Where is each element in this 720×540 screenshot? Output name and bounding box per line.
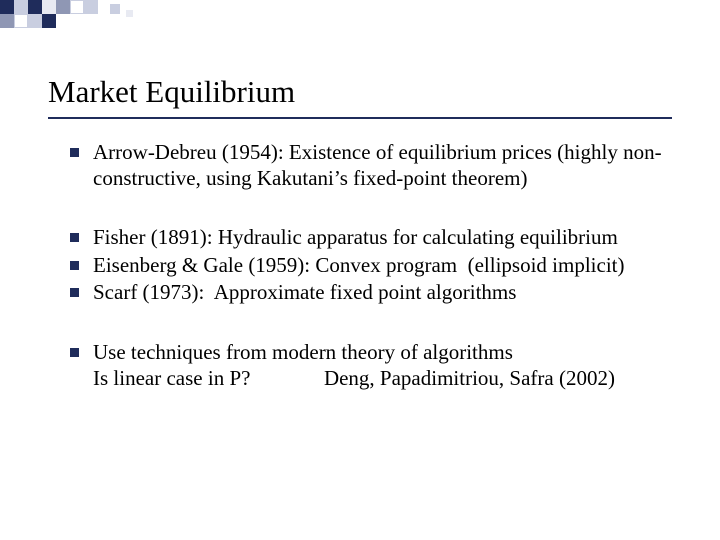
- square-bullet-icon: [70, 148, 79, 157]
- square-bullet-icon: [70, 288, 79, 297]
- deco-square: [28, 14, 42, 28]
- bullet-group: Use techniques from modern theory of alg…: [70, 340, 680, 391]
- square-bullet-icon: [70, 233, 79, 242]
- deco-square: [126, 10, 133, 17]
- square-bullet-icon: [70, 261, 79, 270]
- deco-square: [42, 0, 56, 14]
- bullet-item: Fisher (1891): Hydraulic apparatus for c…: [70, 225, 680, 251]
- deco-square: [42, 14, 56, 28]
- deco-square: [56, 0, 70, 14]
- deco-square: [110, 4, 120, 14]
- bullet-text: Eisenberg & Gale (1959): Convex program …: [93, 253, 680, 279]
- corner-decoration: [0, 0, 720, 36]
- deco-square: [0, 14, 14, 28]
- deco-square: [0, 0, 14, 14]
- deco-square: [14, 0, 28, 14]
- bullet-text: Use techniques from modern theory of alg…: [93, 340, 680, 391]
- slide-title: Market Equilibrium: [48, 74, 295, 110]
- bullet-group: Arrow-Debreu (1954): Existence of equili…: [70, 140, 680, 191]
- bullet-text: Scarf (1973): Approximate fixed point al…: [93, 280, 680, 306]
- bullet-item: Use techniques from modern theory of alg…: [70, 340, 680, 391]
- square-bullet-icon: [70, 348, 79, 357]
- deco-square: [84, 0, 98, 14]
- bullet-group: Fisher (1891): Hydraulic apparatus for c…: [70, 225, 680, 306]
- deco-square: [70, 0, 84, 14]
- bullet-text: Arrow-Debreu (1954): Existence of equili…: [93, 140, 680, 191]
- bullet-item: Arrow-Debreu (1954): Existence of equili…: [70, 140, 680, 191]
- slide-body: Arrow-Debreu (1954): Existence of equili…: [70, 140, 680, 425]
- title-underline: [48, 117, 672, 119]
- deco-square: [28, 0, 42, 14]
- bullet-item: Scarf (1973): Approximate fixed point al…: [70, 280, 680, 306]
- bullet-text: Fisher (1891): Hydraulic apparatus for c…: [93, 225, 680, 251]
- slide: Market Equilibrium Arrow-Debreu (1954): …: [0, 0, 720, 540]
- bullet-item: Eisenberg & Gale (1959): Convex program …: [70, 253, 680, 279]
- deco-square: [14, 14, 28, 28]
